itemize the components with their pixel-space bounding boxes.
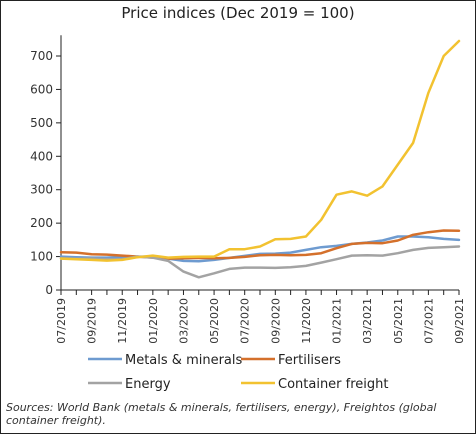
- y-tick-label: 500: [30, 116, 53, 130]
- y-tick-label: 0: [45, 283, 53, 297]
- x-tick-label: 09/2020: [269, 298, 282, 344]
- legend-label: Container freight: [278, 377, 389, 392]
- x-tick-label: 01/2020: [147, 298, 160, 344]
- legend-label: Energy: [125, 377, 171, 392]
- x-tick-label: 07/2020: [239, 298, 252, 344]
- series-lines: [59, 39, 461, 279]
- y-tick-label: 200: [30, 216, 53, 230]
- x-tick-label: 11/2020: [300, 298, 313, 344]
- x-tick-label: 07/2021: [422, 298, 435, 344]
- chart-title: Price indices (Dec 2019 = 100): [121, 4, 355, 22]
- y-tick-label: 700: [30, 49, 53, 63]
- legend-label: Fertilisers: [278, 353, 341, 368]
- x-tick-label: 09/2019: [86, 298, 99, 344]
- x-tick-label: 05/2021: [392, 298, 405, 344]
- x-tick-label: 03/2020: [177, 298, 190, 344]
- x-tick-label: 01/2021: [331, 298, 344, 344]
- x-tick-label: 07/2019: [55, 298, 68, 344]
- legend-label: Metals & minerals: [125, 353, 243, 368]
- series-line-fertilisers: [59, 229, 461, 260]
- y-tick-label: 100: [30, 250, 53, 264]
- x-tick-label: 03/2021: [361, 298, 374, 344]
- x-tick-label: 09/2021: [453, 298, 466, 344]
- y-tick-label: 400: [30, 149, 53, 163]
- series-line-container-freight: [59, 39, 461, 262]
- y-tick-label: 300: [30, 183, 53, 197]
- y-tick-label: 600: [30, 82, 53, 96]
- legend: Metals & minerals Fertilisers Energy Contai…: [88, 353, 389, 392]
- x-tick-label: 05/2020: [208, 298, 221, 344]
- source-note: Sources: World Bank (metals & minerals, …: [6, 401, 437, 427]
- series-line-energy: [59, 245, 461, 279]
- x-tick-label: 11/2019: [116, 298, 129, 344]
- axes: 0 100 200 300 400 500 600 700 07/2019 09/2019 11/2…: [30, 35, 466, 344]
